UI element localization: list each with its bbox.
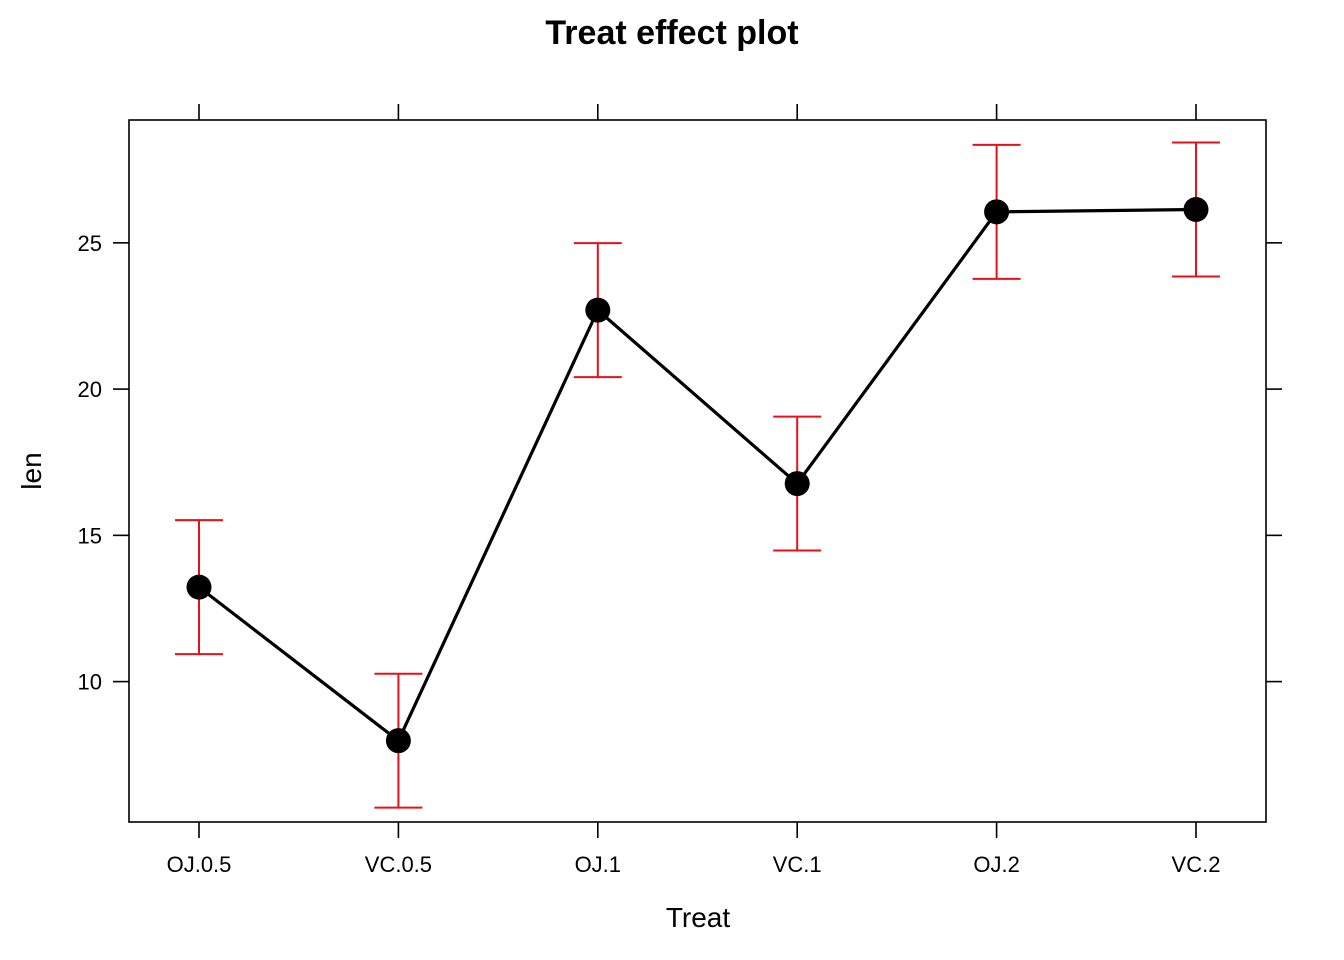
x-tick-label: OJ.0.5 — [167, 852, 232, 877]
x-tick-label: VC.2 — [1172, 852, 1221, 877]
x-axis-label: Treat — [666, 902, 731, 933]
data-point — [784, 471, 810, 497]
data-point — [585, 297, 611, 323]
y-tick-label: 20 — [78, 377, 102, 402]
x-tick-label: VC.0.5 — [365, 852, 432, 877]
x-tick-label: OJ.2 — [973, 852, 1019, 877]
x-tick-label: VC.1 — [773, 852, 822, 877]
error-bars — [175, 141, 1220, 809]
data-point — [385, 728, 411, 754]
chart-title: Treat effect plot — [545, 14, 798, 52]
x-tick-label: OJ.1 — [575, 852, 621, 877]
series-line — [198, 207, 1197, 743]
series-line-path — [198, 207, 1197, 743]
axis-ticks: OJ.0.5 VC.0.5 OJ.1 VC.1 OJ.2 VC.2 10 15 20 25 — [78, 104, 1282, 877]
plot-frame — [128, 119, 1267, 823]
y-tick-label: 10 — [78, 670, 102, 695]
data-points — [186, 197, 1209, 754]
y-tick-label: 15 — [78, 523, 102, 548]
y-axis-label: len — [16, 452, 47, 489]
y-tick-label: 25 — [78, 231, 102, 256]
data-point — [1183, 197, 1209, 223]
data-point — [186, 574, 212, 600]
data-point — [984, 199, 1010, 225]
